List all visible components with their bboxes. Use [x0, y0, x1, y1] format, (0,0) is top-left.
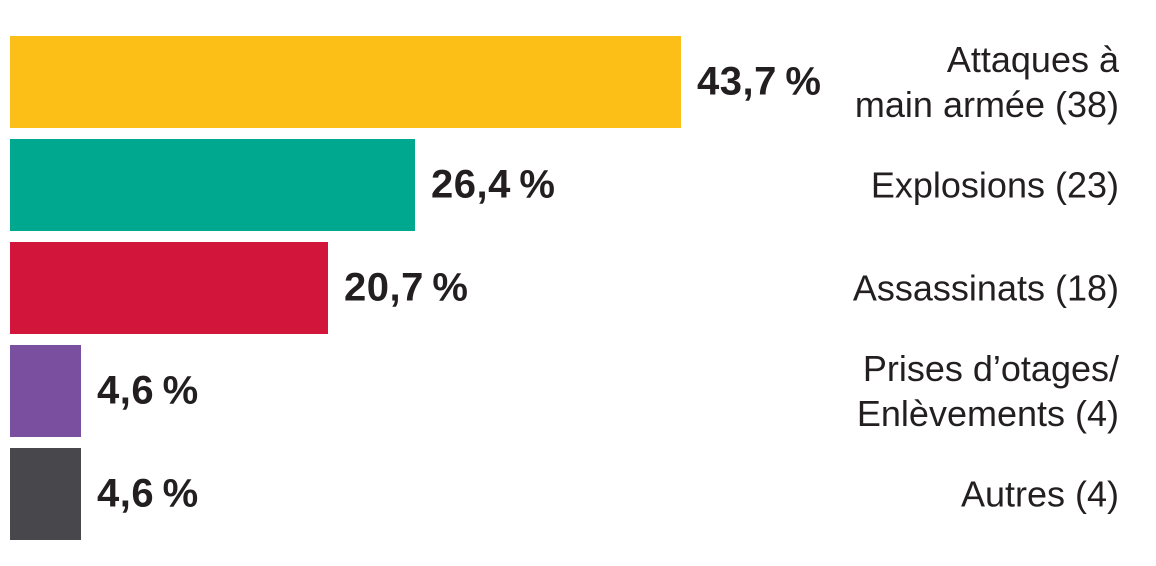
chart-row: 26,4 % Explosions (23)	[10, 139, 1119, 231]
category-label: Prises d’otages/ Enlèvements (4)	[856, 348, 1119, 434]
bar	[10, 139, 415, 231]
category-label: Attaques à main armée (38)	[854, 39, 1119, 125]
percent-label: 20,7 %	[344, 265, 469, 310]
percent-label: 4,6 %	[97, 368, 199, 413]
bar	[10, 448, 81, 540]
category-label: Autres (4)	[960, 473, 1119, 515]
chart-row: 43,7 % Attaques à main armée (38)	[10, 36, 1119, 128]
category-label: Assassinats (18)	[852, 267, 1119, 309]
bar-chart: 43,7 % Attaques à main armée (38) 26,4 % Ex…	[10, 36, 1119, 566]
chart-row: 20,7 % Assassinats (18)	[10, 242, 1119, 334]
chart-row: 4,6 % Prises d’otages/ Enlèvements (4)	[10, 345, 1119, 437]
bar	[10, 345, 81, 437]
percent-label: 26,4 %	[431, 162, 556, 207]
bar	[10, 36, 681, 128]
percent-label: 43,7 %	[697, 59, 822, 104]
bar	[10, 242, 328, 334]
category-label: Explosions (23)	[870, 164, 1119, 206]
percent-label: 4,6 %	[97, 471, 199, 516]
chart-row: 4,6 % Autres (4)	[10, 448, 1119, 540]
